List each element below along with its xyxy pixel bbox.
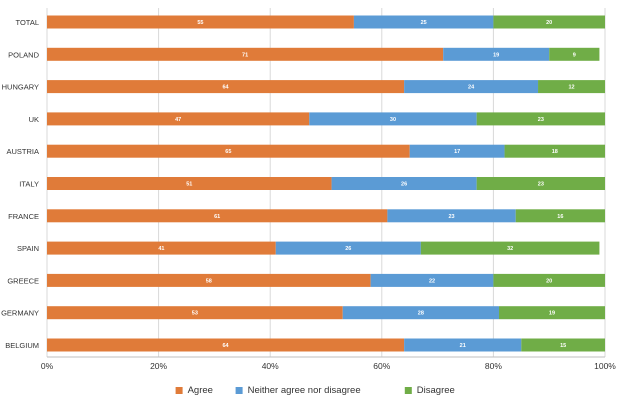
data-label: 16 bbox=[557, 214, 563, 220]
bar-segment bbox=[47, 241, 276, 255]
category-labels: TOTAL POLAND HUNGARY UK AUSTRIA ITALY FRANCE SP… bbox=[1, 18, 40, 350]
bar-segment bbox=[47, 80, 405, 94]
bar-segment bbox=[309, 112, 477, 126]
category-label: BELGIUM bbox=[5, 341, 39, 350]
category-label: UK bbox=[29, 115, 39, 124]
bar-segment bbox=[515, 209, 605, 223]
bar-segment bbox=[476, 177, 605, 190]
x-tick-label: 60% bbox=[373, 361, 390, 371]
x-tick-label: 80% bbox=[485, 361, 502, 371]
legend-swatch bbox=[404, 387, 412, 394]
category-label: FRANCE bbox=[8, 212, 39, 221]
data-label: 32 bbox=[507, 246, 513, 252]
category-label: SPAIN bbox=[17, 244, 39, 253]
bar-segment bbox=[521, 338, 605, 352]
x-tick-label: 0% bbox=[41, 361, 54, 371]
data-label: 17 bbox=[454, 149, 460, 155]
category-label: ITALY bbox=[19, 180, 39, 189]
category-label: TOTAL bbox=[16, 18, 39, 27]
x-tick-labels: 0% 20% 40% 60% 80% 100% bbox=[41, 361, 616, 371]
category-label: AUSTRIA bbox=[6, 147, 39, 156]
data-label: 19 bbox=[493, 52, 499, 58]
data-label: 51 bbox=[186, 182, 192, 188]
data-label: 30 bbox=[390, 117, 396, 123]
bar-segment bbox=[47, 338, 405, 352]
data-label: 71 bbox=[242, 52, 248, 58]
legend-label: Disagree bbox=[417, 385, 455, 396]
data-label: 55 bbox=[197, 20, 203, 26]
x-tick-label: 20% bbox=[150, 361, 167, 371]
legend-swatch bbox=[235, 387, 243, 394]
data-label: 21 bbox=[460, 343, 466, 349]
bar-segment bbox=[538, 80, 605, 94]
data-label: 23 bbox=[538, 182, 544, 188]
data-label: 47 bbox=[175, 117, 181, 123]
data-label: 26 bbox=[401, 182, 407, 188]
bars: 55 25 20 71 19 9 64 24 12 47 30 23 65 17 18 51 26 23 61 23 1… bbox=[47, 15, 605, 352]
data-label: 58 bbox=[206, 278, 212, 284]
bar-segment bbox=[504, 144, 605, 158]
bar-segment bbox=[342, 306, 499, 320]
bar-segment bbox=[493, 273, 605, 287]
category-label: GERMANY bbox=[1, 309, 39, 318]
x-tick-label: 100% bbox=[594, 361, 616, 371]
data-label: 23 bbox=[538, 117, 544, 123]
bar-segment bbox=[498, 306, 605, 320]
data-label: 64 bbox=[222, 343, 229, 349]
bar-segment bbox=[404, 80, 539, 94]
bar-segment bbox=[275, 241, 421, 255]
bar-segment bbox=[331, 177, 477, 190]
data-label: 22 bbox=[429, 278, 435, 284]
data-label: 53 bbox=[192, 311, 198, 317]
legend-label: Neither agree nor disagree bbox=[248, 385, 361, 396]
bar-segment bbox=[47, 306, 343, 320]
data-label: 41 bbox=[158, 246, 164, 252]
data-label: 19 bbox=[549, 311, 555, 317]
data-label: 15 bbox=[560, 343, 566, 349]
legend-label: Agree bbox=[188, 385, 213, 396]
data-label: 28 bbox=[418, 311, 424, 317]
bar-segment bbox=[443, 47, 550, 61]
x-tick-label: 40% bbox=[262, 361, 279, 371]
data-label: 25 bbox=[421, 20, 427, 26]
data-label: 26 bbox=[345, 246, 351, 252]
category-label: HUNGARY bbox=[2, 83, 39, 92]
bar-segment bbox=[47, 144, 410, 158]
data-label: 65 bbox=[225, 149, 231, 155]
legend: Agree Neither agree nor disagree Disagree bbox=[175, 385, 455, 396]
category-label: GREECE bbox=[7, 276, 39, 285]
bar-segment bbox=[47, 47, 444, 61]
data-label: 61 bbox=[214, 214, 220, 220]
data-label: 12 bbox=[568, 85, 574, 91]
bar-segment bbox=[47, 15, 354, 29]
data-label: 20 bbox=[546, 278, 552, 284]
bar-segment bbox=[493, 15, 605, 29]
bar-segment bbox=[420, 241, 600, 255]
bar-segment bbox=[370, 273, 494, 287]
bar-segment bbox=[47, 273, 371, 287]
bar-segment bbox=[353, 15, 494, 29]
bar-segment bbox=[387, 209, 516, 223]
data-label: 64 bbox=[222, 85, 229, 91]
category-label: POLAND bbox=[8, 50, 39, 59]
data-label: 23 bbox=[448, 214, 454, 220]
legend-swatch bbox=[175, 387, 183, 394]
data-label: 18 bbox=[552, 149, 558, 155]
bar-segment bbox=[47, 209, 388, 223]
data-label: 20 bbox=[546, 20, 552, 26]
bar-segment bbox=[476, 112, 605, 126]
bar-segment bbox=[404, 338, 522, 352]
bar-segment bbox=[409, 144, 505, 158]
bar-segment bbox=[47, 112, 310, 126]
data-label: 24 bbox=[468, 85, 475, 91]
data-label: 9 bbox=[573, 52, 576, 58]
bar-segment bbox=[47, 177, 332, 190]
bar-segment bbox=[549, 47, 600, 61]
